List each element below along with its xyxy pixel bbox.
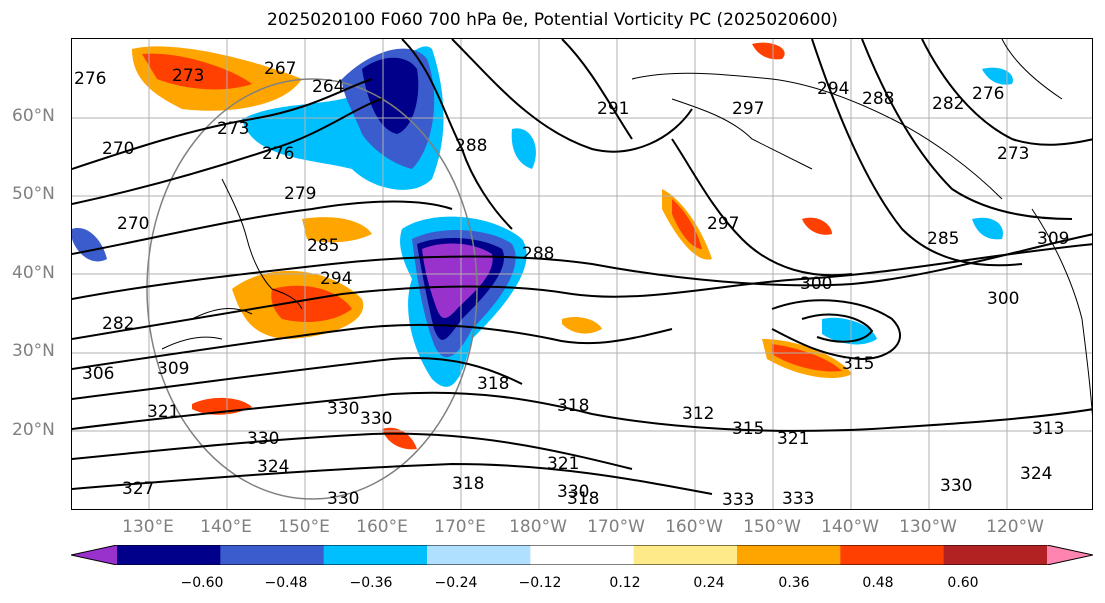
lat-label: 20°N: [12, 420, 55, 440]
contour-label: 285: [927, 229, 959, 249]
contour-label: 330: [360, 409, 392, 429]
contour-label: 288: [522, 244, 554, 264]
graticule: [72, 39, 1092, 509]
colorbar-segment: [71, 545, 117, 565]
lon-label: 170°W: [587, 517, 645, 537]
contour-label: 321: [547, 454, 579, 474]
contour-label: 273: [997, 144, 1029, 164]
map-panel: 276 273 267 264 270 273 276 279 270 285 …: [71, 38, 1093, 510]
lon-label: 130°W: [899, 517, 957, 537]
contour-label: 318: [477, 374, 509, 394]
contour-label: 324: [257, 457, 289, 477]
contour-label: 264: [312, 77, 344, 97]
contour-label: 313: [1032, 419, 1064, 439]
colorbar-segment: [117, 545, 221, 565]
colorbar-tick: −0.60: [180, 575, 224, 591]
lon-label: 180°W: [509, 517, 567, 537]
contour-label: 273: [217, 119, 249, 139]
colorbar-tick: −0.24: [434, 575, 478, 591]
colorbar-tick: −0.48: [264, 575, 308, 591]
contour-label: 270: [102, 139, 134, 159]
lat-label: 40°N: [12, 263, 55, 283]
contour-label: 330: [557, 482, 589, 502]
contour-label: 273: [172, 66, 204, 86]
contour-label: 330: [247, 429, 279, 449]
lon-label: 140°W: [821, 517, 879, 537]
colorbar-segment: [220, 545, 325, 565]
lon-label: 160°E: [356, 517, 408, 537]
contour-label: 276: [74, 69, 106, 89]
colorbar-segment: [840, 545, 945, 565]
contour-label: 267: [264, 59, 296, 79]
colorbar-segment: [427, 545, 531, 565]
contour-label: 318: [452, 474, 484, 494]
region-circle: [146, 78, 478, 500]
contour-label: 318: [557, 396, 589, 416]
contour-label: 324: [1020, 464, 1052, 484]
lon-label: 150°W: [743, 517, 801, 537]
contour-label: 291: [597, 99, 629, 119]
contour-label: 306: [82, 364, 114, 384]
lon-label: 160°W: [665, 517, 723, 537]
map-canvas: 276 273 267 264 270 273 276 279 270 285 …: [72, 39, 1092, 510]
contour-label: 333: [722, 490, 754, 510]
map-title: 2025020100 F060 700 hPa θe, Potential Vo…: [267, 10, 838, 30]
contour-label: 276: [972, 84, 1004, 104]
theta-e-contours: [72, 39, 1092, 495]
contour-label: 330: [940, 476, 972, 496]
contour-label: 279: [284, 184, 316, 204]
contour-label: 294: [817, 79, 849, 99]
contour-label: 294: [320, 269, 352, 289]
colorbar-segment: [943, 545, 1048, 565]
contour-label: 300: [987, 289, 1019, 309]
pv-anomaly-shading: [72, 42, 1013, 450]
contour-label: 285: [307, 236, 339, 256]
contour-labels: 276 273 267 264 270 273 276 279 270 285 …: [74, 59, 1069, 510]
contour-label: 330: [327, 489, 359, 509]
lat-label: 60°N: [12, 106, 55, 126]
colorbar: [71, 545, 1093, 565]
colorbar-segment: [1047, 545, 1093, 565]
contour-label: 321: [777, 429, 809, 449]
contour-label: 315: [732, 419, 764, 439]
contour-label: 297: [732, 99, 764, 119]
colorbar-tick: 0.48: [862, 575, 894, 591]
colorbar-tick: 0.12: [609, 575, 641, 591]
colorbar-tick: 0.60: [947, 575, 979, 591]
contour-label: 309: [157, 359, 189, 379]
colorbar-tick: 0.36: [778, 575, 810, 591]
lon-label: 130°E: [122, 517, 174, 537]
contour-label: 315: [842, 354, 874, 374]
contour-label: 300: [800, 274, 832, 294]
colorbar-segment: [530, 545, 635, 565]
colorbar-segment: [323, 545, 428, 565]
colorbar-tick: −0.36: [349, 575, 393, 591]
colorbar-tick: −0.12: [518, 575, 562, 591]
lat-label: 50°N: [12, 184, 55, 204]
contour-label: 312: [682, 404, 714, 424]
contour-label: 270: [117, 214, 149, 234]
contour-label: 288: [455, 136, 487, 156]
contour-label: 297: [707, 214, 739, 234]
contour-label: 327: [122, 479, 154, 499]
lon-label: 120°W: [986, 517, 1044, 537]
lon-label: 170°E: [434, 517, 486, 537]
contour-label: 318: [567, 489, 599, 509]
contour-label: 309: [1037, 229, 1069, 249]
lon-label: 140°E: [200, 517, 252, 537]
colorbar-segment: [633, 545, 738, 565]
contour-label: 282: [932, 94, 964, 114]
colorbar-tick: 0.24: [693, 575, 725, 591]
colorbar-segment: [737, 545, 841, 565]
contour-label: 321: [147, 402, 179, 422]
contour-label: 282: [102, 314, 134, 334]
contour-label: 288: [862, 89, 894, 109]
lat-label: 30°N: [12, 341, 55, 361]
contour-label: 333: [782, 489, 814, 509]
contour-label: 276: [262, 144, 294, 164]
contour-label: 330: [327, 399, 359, 419]
lon-label: 150°E: [278, 517, 330, 537]
